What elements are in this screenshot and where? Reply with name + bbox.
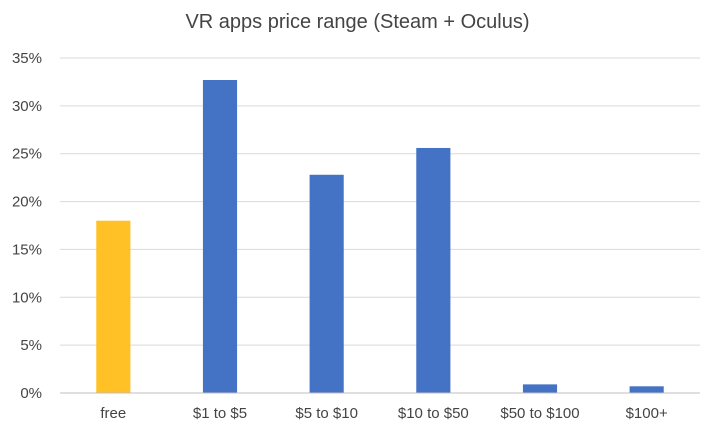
y-tick-label: 0% [20,385,42,402]
bar-100 [629,386,664,393]
bar-5-to-10 [309,174,344,393]
bar-50-to-100 [522,384,558,393]
x-tick-label: $1 to $5 [193,405,247,422]
y-tick-label: 25% [12,146,42,163]
y-axis-tick-labels: 0% 5% 10% 15% 20% 25% 30% 35% [12,50,42,402]
bar-free [96,220,131,393]
y-tick-label: 35% [12,50,42,67]
y-tick-label: 15% [12,241,42,258]
x-axis-tick-labels: free $1 to $5 $5 to $10 $10 to $50 $50 to $1… [100,405,668,422]
y-tick-label: 20% [12,194,42,211]
gridlines [60,57,700,346]
bar-10-to-50 [416,147,451,393]
y-tick-label: 5% [20,337,42,354]
x-tick-label: $100+ [626,405,668,422]
chart-title: VR apps price range (Steam + Oculus) [185,11,529,33]
bars [96,80,664,393]
y-tick-label: 10% [12,289,42,306]
x-tick-label: $5 to $10 [295,405,358,422]
x-tick-label: $50 to $100 [500,405,579,422]
y-tick-label: 30% [12,98,42,115]
x-tick-label: $10 to $50 [398,405,469,422]
bar-1-to-5 [202,80,238,393]
x-tick-label: free [100,405,126,422]
